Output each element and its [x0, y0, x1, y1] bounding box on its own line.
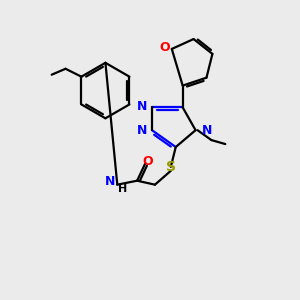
Text: N: N [137, 100, 147, 113]
Text: N: N [137, 124, 147, 137]
Text: H: H [118, 184, 128, 194]
Text: O: O [159, 41, 170, 55]
Text: O: O [143, 155, 153, 168]
Text: N: N [202, 124, 212, 137]
Text: S: S [166, 160, 176, 174]
Text: N: N [105, 175, 115, 188]
